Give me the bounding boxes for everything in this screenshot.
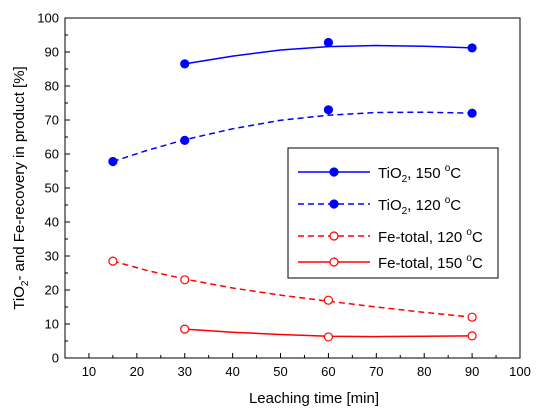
data-point bbox=[108, 156, 118, 167]
x-tick-label: 20 bbox=[130, 364, 144, 379]
x-tick-label: 60 bbox=[321, 364, 335, 379]
y-tick-label: 40 bbox=[45, 215, 59, 230]
legend-label-4-sup: o bbox=[466, 253, 472, 264]
y-axis-title: TiO2- and Fe-recovery in product [%] bbox=[11, 66, 31, 309]
x-tick-label: 10 bbox=[82, 364, 96, 379]
x-tick-label: 80 bbox=[417, 364, 431, 379]
data-point bbox=[467, 331, 477, 341]
legend-label-1-part-2: , 150 bbox=[407, 165, 445, 182]
x-tick-label: 70 bbox=[369, 364, 383, 379]
series-line-3 bbox=[112, 260, 473, 318]
legend-label-4-part-1: Fe-total, 150 bbox=[378, 255, 466, 272]
legend-label-2: TiO2, 120 oC bbox=[378, 195, 461, 217]
legend-label-3-part-1: Fe-total, 120 bbox=[378, 229, 466, 246]
y-tick-label: 70 bbox=[45, 113, 59, 128]
data-point bbox=[180, 324, 190, 334]
y-tick-label: 100 bbox=[37, 11, 59, 26]
legend-label-1-sub: 2 bbox=[402, 174, 408, 185]
data-point bbox=[108, 256, 118, 266]
data-point bbox=[467, 108, 477, 118]
legend-label-4: Fe-total, 150 oC bbox=[378, 253, 483, 272]
data-point bbox=[323, 105, 334, 115]
y-tick-label: 0 bbox=[52, 351, 59, 366]
legend-label-3-sup: o bbox=[466, 227, 472, 238]
y-tick-label: 50 bbox=[45, 181, 59, 196]
y-axis-title-part-1: TiO bbox=[11, 286, 28, 310]
legend-label-2-sup: o bbox=[445, 195, 451, 206]
series-line-2 bbox=[112, 111, 473, 163]
legend-label-2-sub: 2 bbox=[402, 206, 408, 217]
legend-sample-marker-2 bbox=[329, 199, 339, 209]
data-point bbox=[180, 135, 190, 145]
data-point bbox=[180, 59, 190, 69]
legend-label-4-part-2: C bbox=[472, 255, 483, 272]
x-tick-label: 90 bbox=[465, 364, 479, 379]
y-tick-label: 10 bbox=[45, 317, 59, 332]
y-axis-title-subscript: 2 bbox=[20, 280, 31, 286]
legend-label-1: TiO2, 150 oC bbox=[378, 163, 461, 185]
y-tick-label: 30 bbox=[45, 249, 59, 264]
legend-label-2-part-2: , 120 bbox=[407, 197, 445, 214]
data-point bbox=[323, 295, 334, 305]
legend-box bbox=[287, 147, 499, 279]
series-layer bbox=[108, 37, 477, 342]
series-line-1 bbox=[184, 44, 473, 65]
legend-label-1-part-1: TiO bbox=[378, 165, 402, 182]
legend-sample-marker-1 bbox=[329, 167, 339, 177]
data-point bbox=[467, 312, 477, 322]
x-tick-label: 50 bbox=[273, 364, 287, 379]
x-tick-label: 40 bbox=[225, 364, 239, 379]
data-point bbox=[323, 332, 334, 342]
y-axis-title-part-2: - and Fe-recovery in product [%] bbox=[11, 66, 28, 280]
legend-label-1-part-3: C bbox=[450, 165, 461, 182]
legend-sample-marker-4 bbox=[329, 257, 339, 267]
legend-sample-marker-3 bbox=[329, 231, 339, 241]
axis-ticks: 10 20 30 40 50 60 70 80 90 100 0 10 20 30 40 50 60 70 80 90… bbox=[37, 11, 531, 380]
legend: TiO2, 150 oC TiO2, 120 oC Fe-total, 120 … bbox=[287, 147, 499, 279]
data-point bbox=[467, 43, 477, 53]
y-tick-label: 90 bbox=[45, 45, 59, 60]
y-tick-label: 20 bbox=[45, 283, 59, 298]
x-axis-title: Leaching time [min] bbox=[249, 390, 379, 407]
x-tick-label: 30 bbox=[178, 364, 192, 379]
legend-label-2-part-1: TiO bbox=[378, 197, 402, 214]
legend-label-1-sup: o bbox=[445, 163, 451, 174]
data-point bbox=[323, 37, 334, 48]
legend-label-2-part-3: C bbox=[450, 197, 461, 214]
legend-samples bbox=[298, 167, 370, 267]
data-point bbox=[180, 275, 190, 285]
legend-label-3-part-2: C bbox=[472, 229, 483, 246]
y-tick-label: 80 bbox=[45, 79, 59, 94]
y-tick-label: 60 bbox=[45, 147, 59, 162]
x-tick-label: 100 bbox=[509, 364, 531, 379]
legend-label-3: Fe-total, 120 oC bbox=[378, 227, 483, 246]
